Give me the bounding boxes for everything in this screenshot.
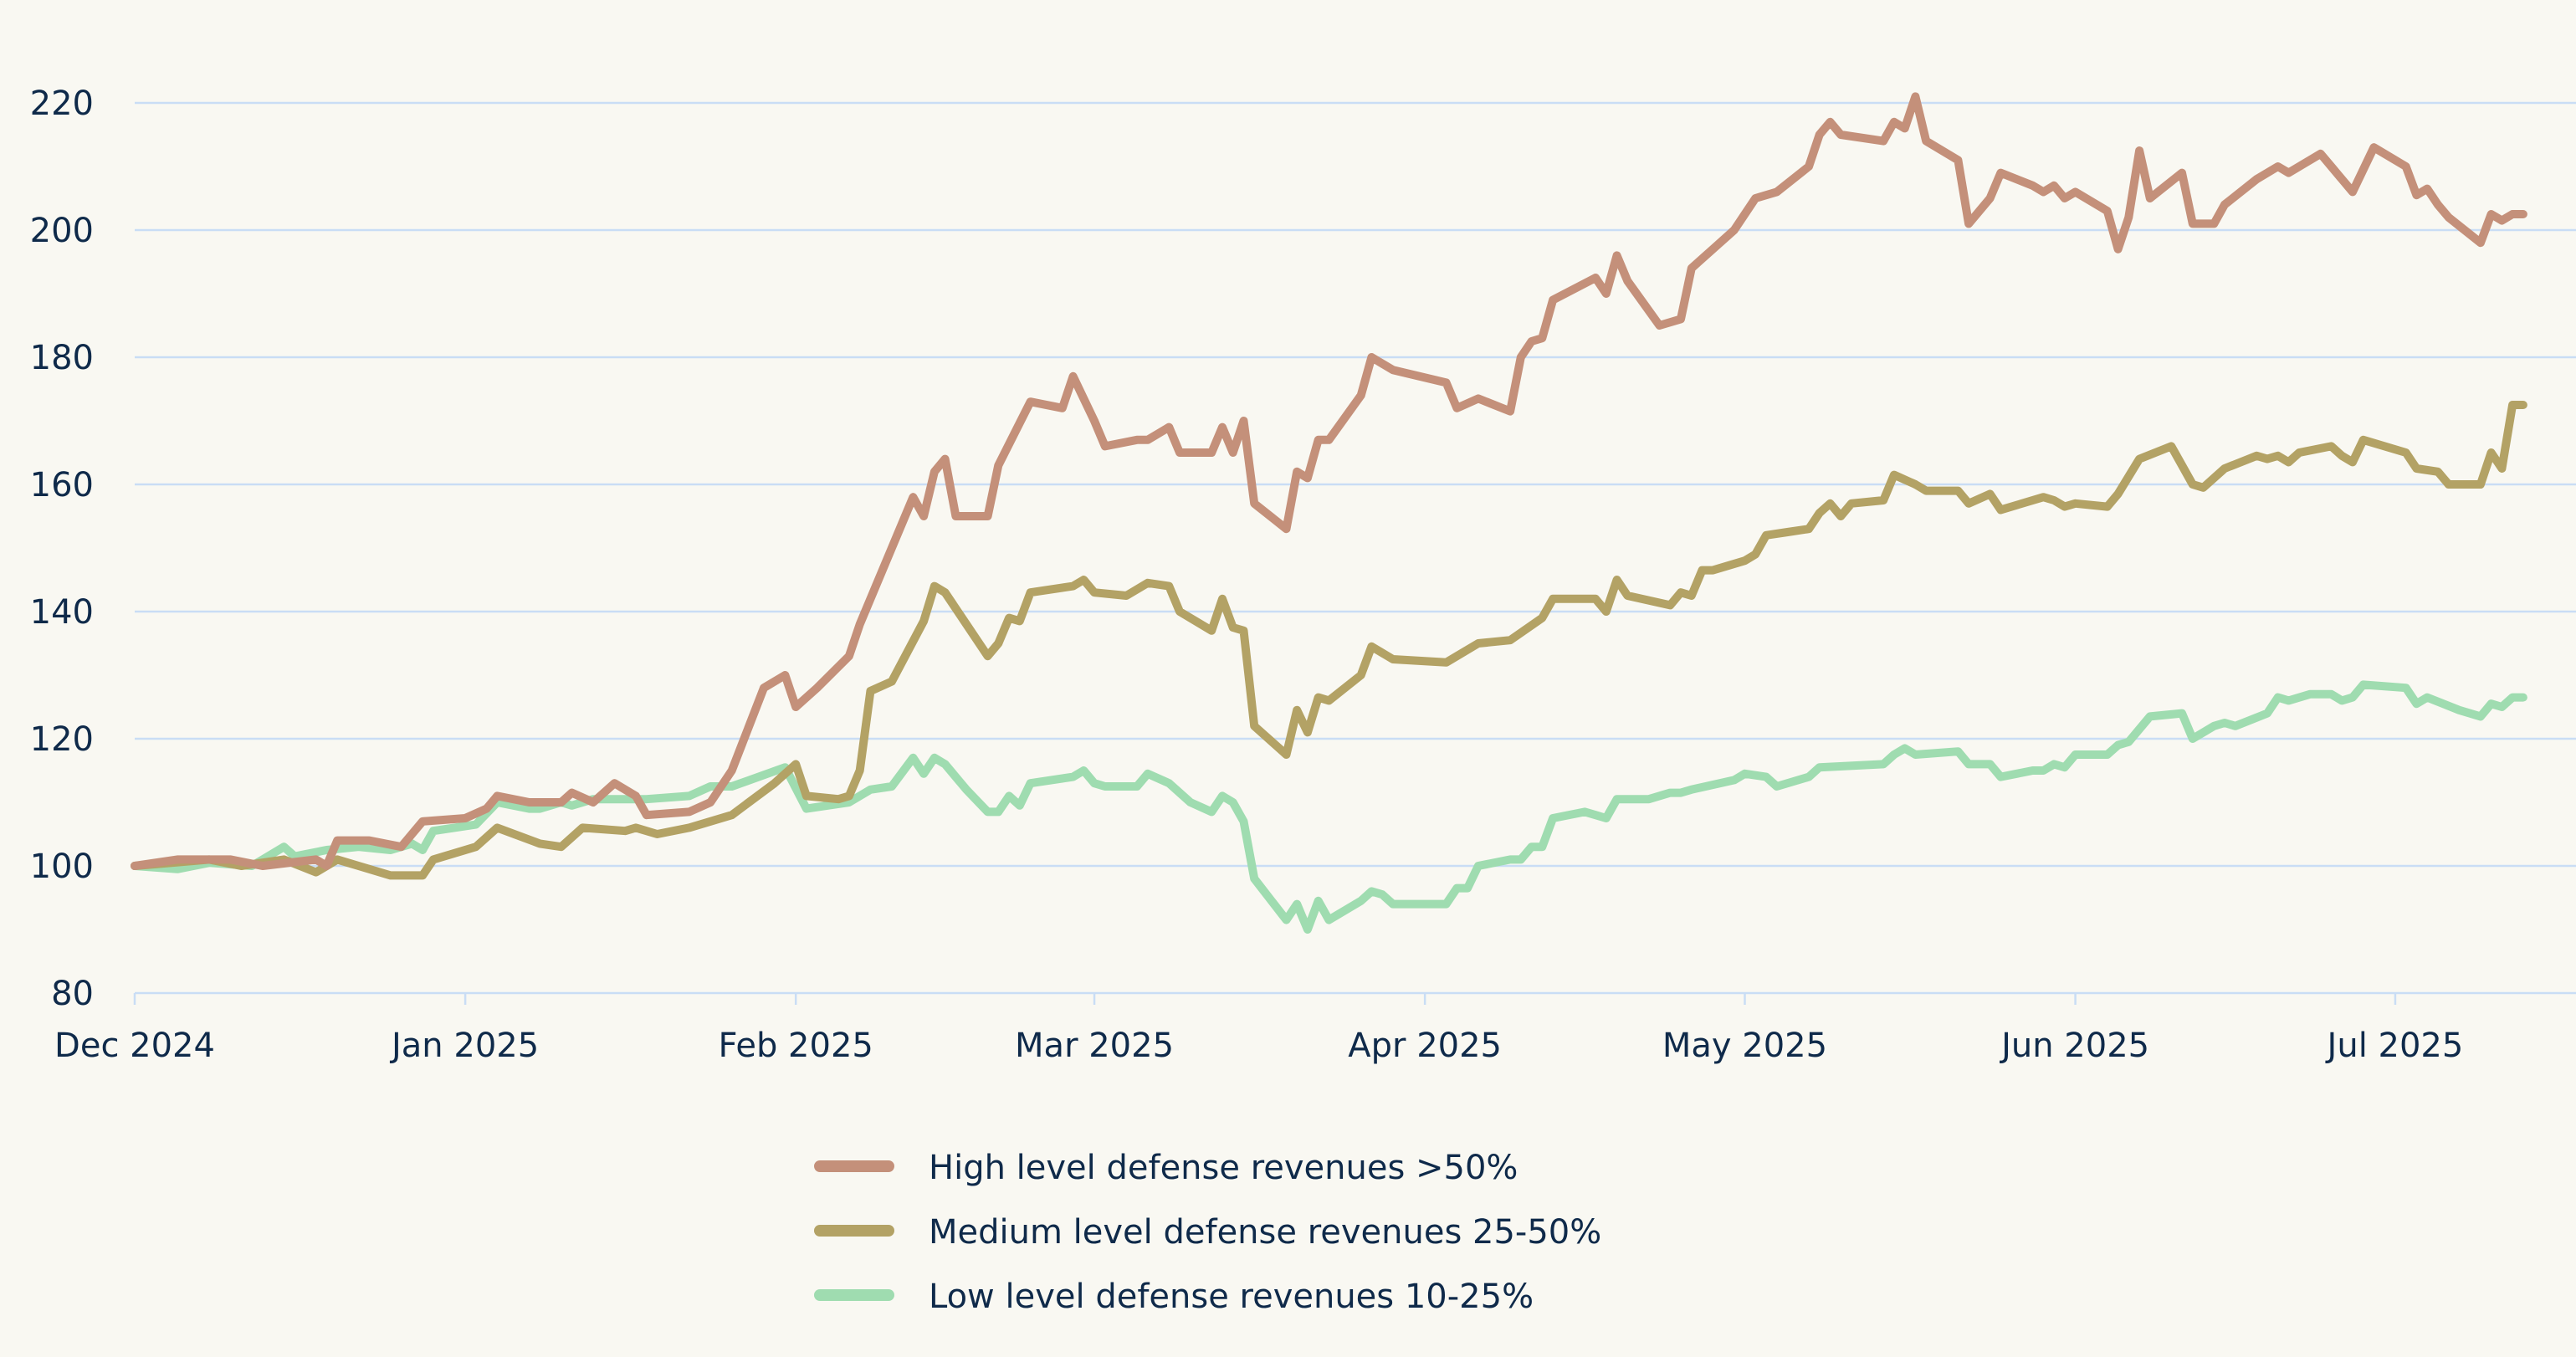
y-tick-label: 200 <box>30 212 94 250</box>
x-tick-label: May 2025 <box>1662 1027 1827 1065</box>
legend-item: High level defense revenues >50% <box>814 1149 1518 1187</box>
gridlines <box>135 101 2576 868</box>
series-lines <box>131 92 2527 934</box>
x-tick-label: Jan 2025 <box>389 1027 539 1065</box>
x-tick-label: Jun 2025 <box>1999 1027 2149 1065</box>
series-line-0 <box>131 92 2527 870</box>
legend-item: Low level defense revenues 10-25% <box>814 1278 1534 1316</box>
series-line-2 <box>131 680 2527 934</box>
series-line-1 <box>131 401 2527 880</box>
x-axis: Dec 2024 Jan 2025 Feb 2025 Mar 2025 Apr 2025… <box>54 991 2576 1065</box>
y-axis-tick-labels: 80 100 120 140 160 180 200 220 <box>30 84 94 1013</box>
x-tick-label: Mar 2025 <box>1015 1027 1174 1065</box>
y-tick-label: 140 <box>30 593 94 632</box>
y-tick-label: 120 <box>30 720 94 759</box>
x-tick-label: Apr 2025 <box>1348 1027 1502 1065</box>
x-tick-label: Dec 2024 <box>54 1027 215 1065</box>
legend-label: High level defense revenues >50% <box>929 1149 1518 1187</box>
legend-item: Medium level defense revenues 25-50% <box>814 1213 1601 1252</box>
y-tick-label: 220 <box>30 84 94 123</box>
legend-label: Medium level defense revenues 25-50% <box>929 1213 1601 1252</box>
legend-label: Low level defense revenues 10-25% <box>929 1278 1534 1316</box>
y-tick-label: 80 <box>51 975 94 1013</box>
y-tick-label: 160 <box>30 466 94 504</box>
y-tick-label: 180 <box>30 339 94 377</box>
legend: High level defense revenues >50% Medium l… <box>814 1149 1601 1316</box>
x-tick-label: Feb 2025 <box>719 1027 873 1065</box>
y-tick-label: 100 <box>30 847 94 886</box>
x-tick-label: Jul 2025 <box>2325 1027 2464 1065</box>
